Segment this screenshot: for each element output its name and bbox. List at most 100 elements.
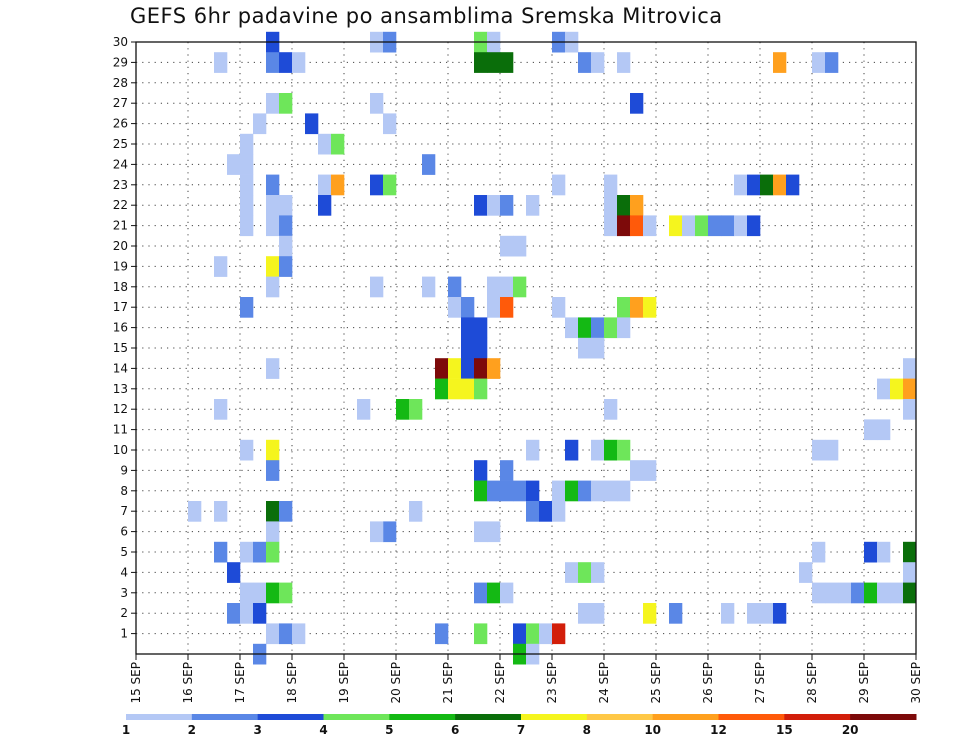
heatmap-cell [266, 195, 280, 216]
y-tick-label: 20 [113, 239, 128, 253]
heatmap-cell [474, 582, 488, 604]
heatmap-cell [812, 541, 826, 563]
y-tick-label: 15 [113, 341, 128, 355]
heatmap-cell [578, 480, 592, 502]
heatmap-cell [487, 195, 501, 216]
heatmap-cell [513, 623, 527, 645]
heatmap-cell [331, 174, 345, 196]
heatmap-cell [279, 256, 293, 277]
heatmap-cell [552, 480, 566, 502]
y-tick-label: 21 [113, 219, 128, 233]
heatmap-cell [240, 215, 254, 237]
y-tick-label: 12 [113, 402, 128, 416]
colorbar-swatch [257, 714, 324, 720]
x-tick-label: 25 SEP [649, 662, 663, 704]
colorbar-swatch [652, 714, 719, 720]
heatmap-cell [227, 562, 241, 583]
y-tick-label: 30 [113, 35, 128, 49]
heatmap-cell [513, 235, 527, 257]
heatmap-cell [539, 501, 553, 522]
y-tick-label: 13 [113, 382, 128, 396]
heatmap-cell [448, 297, 462, 318]
heatmap-cell [747, 174, 761, 196]
heatmap-cell [682, 215, 696, 237]
x-tick-label: 24 SEP [597, 662, 611, 704]
y-tick-label: 24 [113, 157, 128, 171]
heatmap-cell [279, 93, 293, 114]
heatmap-cell [617, 215, 631, 237]
heatmap-cell [903, 582, 917, 604]
heatmap-cell [591, 603, 605, 624]
heatmap-cell [604, 317, 618, 339]
y-tick-label: 23 [113, 178, 128, 192]
heatmap-cell [591, 52, 605, 73]
colorbar-label: 1 [122, 723, 130, 737]
heatmap-cell [240, 133, 254, 155]
heatmap-cell [474, 378, 488, 400]
y-tick-label: 25 [113, 137, 128, 151]
y-tick-label: 2 [120, 606, 128, 620]
heatmap-cell [903, 378, 917, 400]
heatmap-cell [266, 174, 280, 196]
heatmap-cell [461, 317, 475, 339]
heatmap-cell [409, 399, 423, 420]
heatmap-cell [448, 358, 462, 379]
x-tick-label: 16 SEP [181, 662, 195, 704]
heatmap-cell [214, 399, 228, 420]
heatmap-cell [500, 297, 514, 318]
x-tick-label: 27 SEP [753, 662, 767, 704]
y-tick-label: 7 [120, 504, 128, 518]
heatmap-cell [448, 378, 462, 400]
colorbar-swatch [521, 714, 588, 720]
heatmap-cell [214, 501, 228, 522]
heatmap-cell [487, 480, 501, 502]
heatmap-cell [409, 501, 423, 522]
heatmap-cell [331, 133, 345, 155]
heatmap-cell [760, 174, 774, 196]
heatmap-cell [253, 582, 267, 604]
heatmap-cell [214, 256, 228, 277]
heatmap-cell [474, 358, 488, 379]
heatmap-cell [474, 480, 488, 502]
heatmap-cell [604, 195, 618, 216]
x-tick-label: 19 SEP [337, 662, 351, 704]
heatmap-cell [266, 358, 280, 379]
heatmap-cell [526, 480, 540, 502]
heatmap-cell [474, 195, 488, 216]
colorbar-swatch [718, 714, 785, 720]
heatmap-cell [825, 439, 839, 461]
heatmap-cell [708, 215, 722, 237]
heatmap-cell [565, 439, 579, 461]
colorbar-legend: 1 2 3 4 5 6 7 8 10 12 15 20 [122, 714, 917, 737]
heatmap-cell [864, 419, 878, 441]
heatmap-cell [565, 317, 579, 339]
heatmap-cell [578, 317, 592, 339]
heatmap-cell [526, 195, 540, 216]
heatmap-cell [773, 174, 787, 196]
colorbar-swatch [455, 714, 522, 720]
colorbar-label: 8 [583, 723, 591, 737]
y-tick-label: 26 [113, 117, 128, 131]
heatmap-cell [240, 154, 254, 175]
heatmap-cell [669, 603, 683, 624]
heatmap-cell [487, 52, 501, 73]
heatmap-cell [487, 276, 501, 298]
colorbar-label: 3 [253, 723, 261, 737]
heatmap-cell [500, 52, 514, 73]
heatmap-cell [630, 215, 644, 237]
heatmap-cell [721, 215, 735, 237]
heatmap-cell [461, 358, 475, 379]
heatmap-cell [266, 501, 280, 522]
heatmap-cell [500, 235, 514, 257]
heatmap-cell [279, 623, 293, 645]
heatmap-cell [279, 501, 293, 522]
heatmap-cell [565, 480, 579, 502]
heatmap-cell [279, 195, 293, 216]
heatmap-cell [838, 582, 852, 604]
heatmap-cell [825, 582, 839, 604]
chart-title: GEFS 6hr padavine po ansamblima Sremska … [130, 4, 723, 28]
heatmap-cell [604, 439, 618, 461]
heatmap-cell [552, 623, 566, 645]
heatmap-cell [591, 337, 605, 359]
